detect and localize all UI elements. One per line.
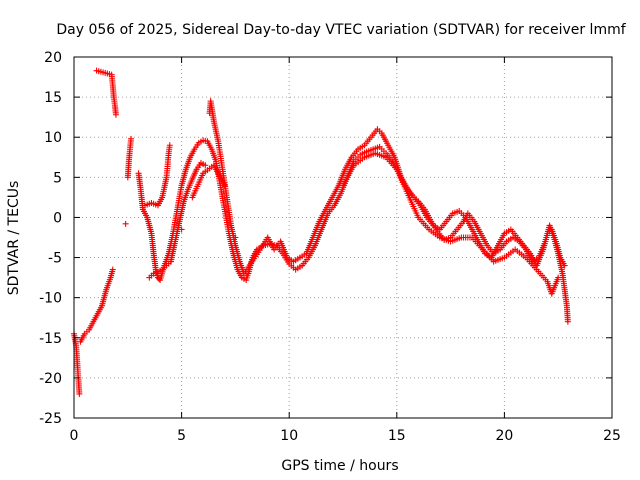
x-tick-label: 15 — [388, 428, 406, 444]
data-point-marker — [243, 270, 250, 277]
data-point-marker — [232, 234, 239, 241]
tick-labels-layer: 0 5 10 15 20 25 -25 -20 -15 -10 -5 0 5 10 15 20 — [39, 50, 621, 444]
x-tick-label: 25 — [603, 428, 621, 444]
x-axis-label: GPS time / hours — [281, 458, 398, 474]
data-point-marker — [109, 266, 116, 273]
y-tick-label: -25 — [39, 411, 62, 427]
data-point-marker — [202, 162, 209, 169]
y-tick-label: -20 — [39, 371, 62, 387]
data-point-marker — [178, 226, 185, 233]
data-point-marker — [128, 135, 135, 142]
plot-frame — [73, 56, 613, 419]
data-point-marker — [122, 220, 129, 227]
x-tick-label: 5 — [177, 428, 186, 444]
y-axis-label: SDTVAR / TECUs — [6, 181, 22, 296]
data-points-layer — [71, 67, 571, 397]
x-tick-label: 20 — [495, 428, 513, 444]
data-point-marker — [561, 262, 568, 269]
y-tick-label: 15 — [44, 90, 62, 106]
y-tick-label: -5 — [48, 251, 62, 267]
data-point-marker — [555, 274, 562, 281]
y-tick-label: 0 — [53, 210, 62, 226]
data-point-marker — [112, 111, 119, 118]
y-tick-label: -15 — [39, 331, 62, 347]
grid-layer — [74, 57, 612, 418]
data-point-marker — [167, 258, 174, 265]
x-tick-label: 0 — [70, 428, 79, 444]
y-tick-label: 20 — [44, 50, 62, 66]
data-point-marker — [221, 182, 228, 189]
y-tick-label: 5 — [53, 170, 62, 186]
axis-ticks-layer — [73, 56, 613, 419]
data-point-marker — [564, 318, 571, 325]
chart-title: Day 056 of 2025, Sidereal Day-to-day VTE… — [56, 22, 626, 38]
data-point-marker — [166, 142, 173, 149]
y-tick-label: -10 — [39, 291, 62, 307]
x-tick-label: 10 — [280, 428, 298, 444]
y-tick-label: 10 — [44, 130, 62, 146]
data-point-marker — [76, 390, 83, 397]
